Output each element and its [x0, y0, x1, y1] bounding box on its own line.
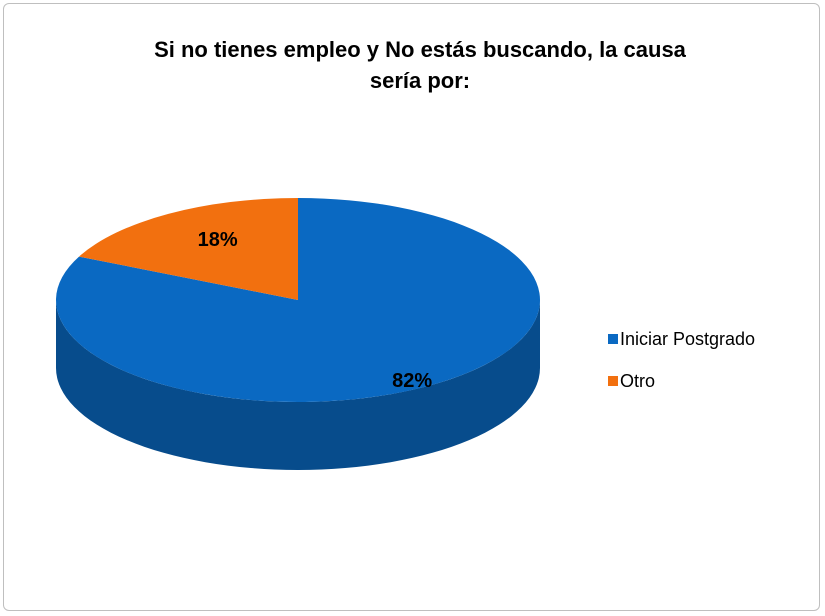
data-label: 18% — [198, 229, 238, 251]
pie-side — [56, 300, 540, 470]
legend-label: Iniciar Postgrado — [620, 329, 755, 349]
data-label: 82% — [392, 370, 432, 392]
chart-frame — [3, 3, 820, 611]
pie-slice — [79, 198, 298, 300]
chart-title: Si no tienes empleo y No estás buscando,… — [154, 37, 686, 93]
legend-swatch — [608, 376, 618, 386]
legend-label: Otro — [620, 371, 655, 391]
legend-swatch — [608, 334, 618, 344]
